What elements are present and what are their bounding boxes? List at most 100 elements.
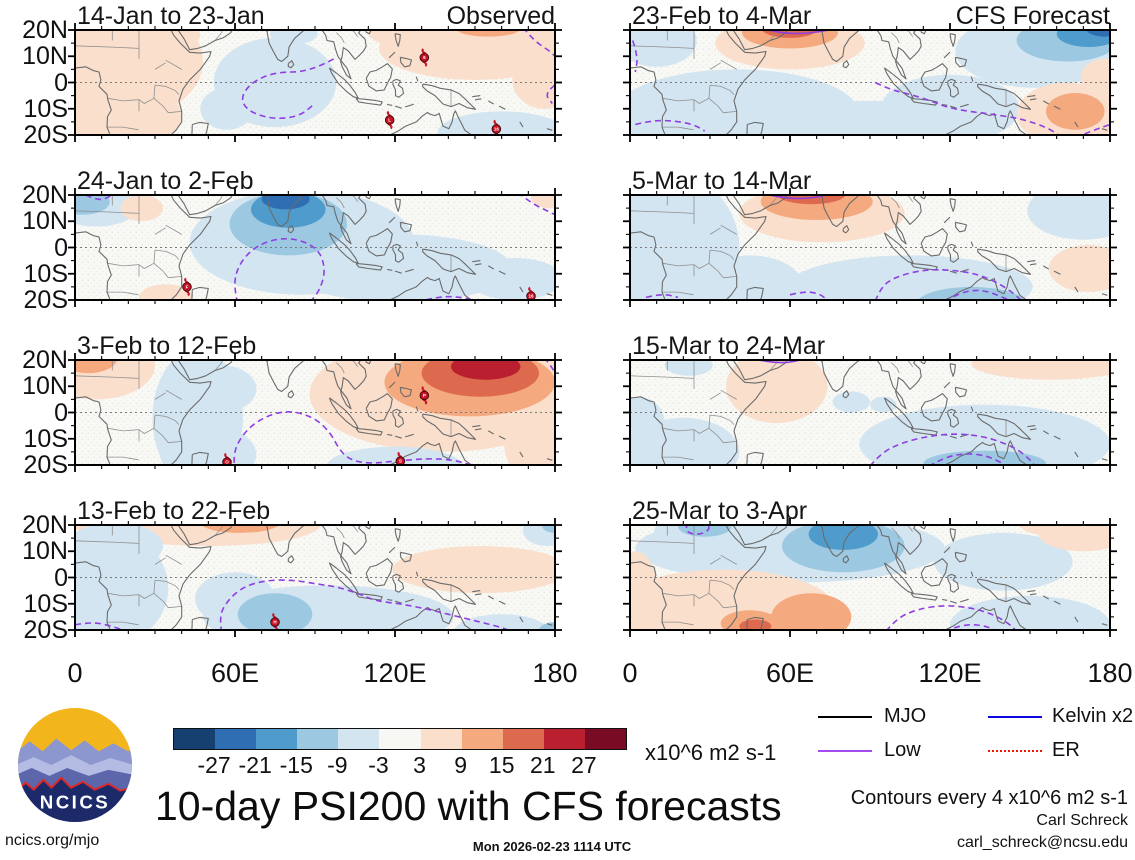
anomaly-blob [1046,93,1105,130]
anomaly-blob [541,525,555,533]
map-panel-svg [623,353,1117,472]
colorbar-tick-label: -27 [197,752,231,778]
anomaly-blob [859,404,1110,465]
lon-tick-label: 120E [363,658,427,688]
cyclone-icon: S [395,451,406,465]
anomaly-blob [201,525,280,533]
map-layers: 6 L 16 [75,30,555,135]
colorbar-segment [502,729,544,749]
svg-text:O: O [225,460,229,465]
colorbar-unit-label: x10^6 m2 s-1 [645,740,777,765]
low-contour [219,579,511,630]
low-contour [85,195,113,201]
low-contour [645,293,679,299]
coastlines [75,195,553,300]
low-contour [685,525,710,535]
anomaly-blob [539,622,555,630]
legend-line-low [818,750,872,752]
wave-contours [233,360,555,465]
lat-tick-label: 20N [22,16,68,44]
anomaly-blob [237,593,313,630]
anomaly-blob [504,415,555,465]
colorbar-tick-label: 9 [454,752,468,778]
panel-title: 24-Jan to 2-Feb [77,167,254,195]
anomaly-blob [1048,244,1110,293]
timestamp: Mon 2026-02-23 1114 UTC [472,839,632,854]
map-panel [623,353,1117,472]
lat-tick-label: 10N [22,42,68,71]
lat-tick-label: 10S [23,589,68,618]
country-borders [630,30,1007,131]
site-link[interactable]: ncics.org/mjo [5,832,100,849]
lon-tick-label: 60E [765,658,815,688]
panel-title: 14-Jan to 23-Jan [77,2,265,30]
ncics-logo-art: NCICS [17,707,133,823]
figure-title: 10-day PSI200 with CFS forecasts [155,783,782,829]
map-panel-svg: F 16 [68,188,562,307]
anomaly-blob [139,284,193,300]
anomaly-blob [832,391,870,413]
anomaly-blob [451,360,521,380]
map-panel: 6 L 16 [68,23,562,142]
lat-tick-label: 20N [22,181,68,209]
panel-ticks [68,353,562,472]
panel-ticks [68,23,562,142]
credit-email[interactable]: carl_schreck@ncsu.edu [957,834,1128,851]
lat-tick-label: 20N [22,346,68,374]
cyclone-icon: 16 [491,119,502,135]
anomaly-shading [630,30,1110,135]
panel-title: 15-Mar to 24-Mar [632,332,826,360]
legend-label-mjo: MJO [884,705,927,727]
anomaly-blob [437,111,555,135]
legend-label-kelvin: Kelvin x2 [1052,705,1134,727]
colorbar-tick-label: 27 [571,752,597,778]
country-borders [75,30,452,131]
map-panel-svg [623,188,1117,307]
cyclone-icon: P [419,386,430,405]
low-contour [886,605,1017,630]
wave-contours [241,30,555,120]
ncics-logo-text: NCICS [40,791,110,812]
colorbar-segment [215,729,257,749]
colorbar-tick-label: 3 [413,752,426,778]
colorbar-tick-label: 21 [530,752,556,778]
colorbar-tick-label: -9 [327,752,348,778]
anomaly-shading [630,525,1110,630]
svg-text:H: H [273,620,276,625]
anomaly-shading [75,195,555,300]
low-contour [241,58,335,120]
credit-name: Carl Schreck [1036,812,1128,829]
panel-source-label: CFS Forecast [955,2,1110,30]
map-layers: P O S [75,360,555,465]
map-panel [623,23,1117,142]
colorbar-segment [584,729,627,749]
colorbar-tick-label: 15 [488,752,515,778]
anomaly-blob [1019,525,1110,539]
cyclone-icon: 16 [526,286,536,300]
anomaly-blob [971,360,1110,380]
panel-title: 5-Mar to 14-Mar [632,167,812,195]
lat-tick-label: 0 [54,398,68,427]
lat-tick-label: 20S [23,616,68,644]
panel-title: 3-Feb to 12-Feb [77,332,257,360]
low-contour [546,84,555,104]
country-borders [75,195,452,296]
coastlines [630,360,1108,465]
anomaly-blob [776,195,846,205]
anomaly-blob [950,595,1110,630]
lat-tick-label: 10S [23,94,68,123]
low-contour [233,411,474,465]
anomaly-blob [200,87,254,130]
panel-title: 25-Mar to 3-Apr [632,497,808,525]
low-contour [545,360,555,374]
panel-ticks [68,518,562,637]
anomaly-blob [923,450,1046,465]
lat-tick-label: 20N [22,511,68,539]
colorbar-segment [338,729,380,749]
map-panel: H [68,518,562,637]
panel-source-label: Observed [446,2,555,30]
colorbar [173,728,627,750]
panel-ticks [623,353,1117,472]
lat-tick-label: 10N [22,537,68,566]
map-layers [630,525,1110,630]
